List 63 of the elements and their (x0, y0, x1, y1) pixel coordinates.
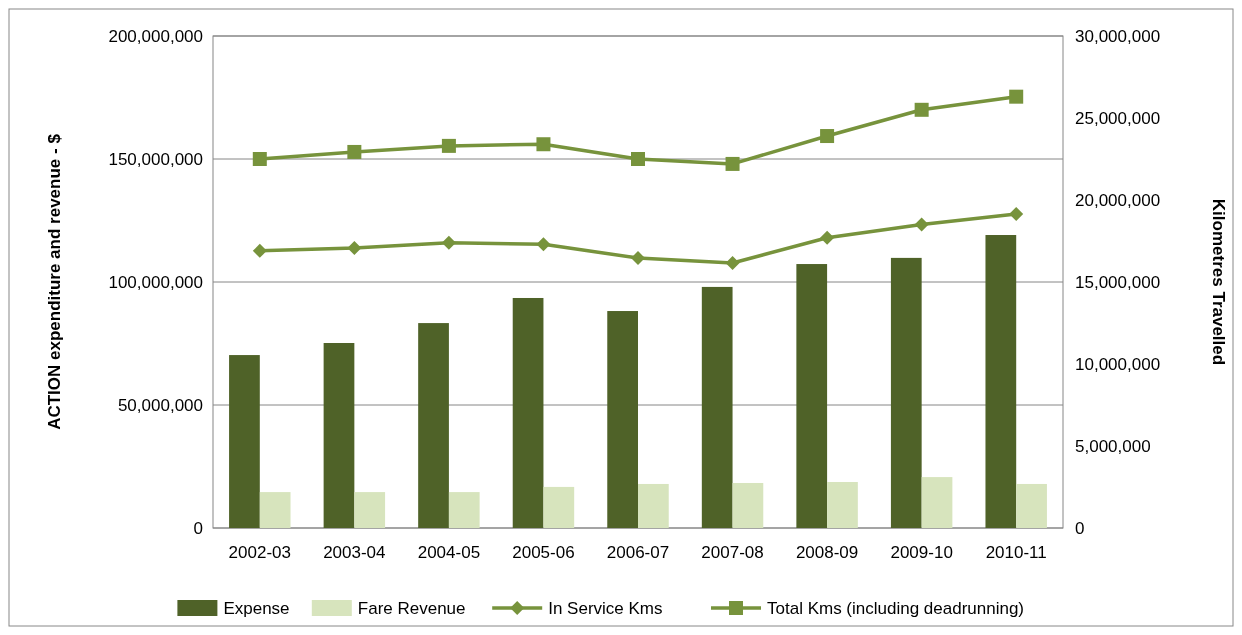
y-tick-label: 50,000,000 (117, 395, 203, 415)
point (631, 251, 645, 266)
bar (323, 343, 355, 528)
x-tick-label: 2008-09 (795, 543, 859, 562)
y2-tick-label: 5,000,000 (1075, 436, 1151, 456)
bar (701, 286, 733, 528)
point (536, 237, 551, 252)
bar (890, 257, 922, 528)
y2-tick-label: 15,000,000 (1075, 272, 1161, 292)
bar (638, 483, 669, 528)
x-tick-label: 2002-03 (228, 543, 291, 562)
bar (607, 311, 638, 528)
bar (418, 323, 449, 528)
bar (985, 235, 1017, 528)
x-tick-label: 2006-07 (606, 543, 670, 562)
bar (229, 355, 260, 528)
point (631, 152, 645, 166)
y2-tick-label: 0 (1075, 518, 1085, 538)
legend-label: Expense (223, 598, 290, 618)
x-tick-label: 2007-08 (701, 543, 764, 562)
y-axis-title: ACTION expenditure and revenue - $ (45, 133, 64, 430)
bar (512, 297, 544, 528)
point (820, 129, 835, 144)
bar (1016, 483, 1047, 528)
point (441, 138, 456, 153)
y-tick-label: 200,000,000 (108, 26, 203, 46)
bar (354, 492, 386, 528)
x-tick-label: 2004-05 (417, 543, 481, 562)
point (1009, 89, 1024, 104)
point (347, 144, 362, 159)
legend-label: In Service Kms (548, 598, 663, 618)
y2-axis-title: Kilometres Travelled (1209, 198, 1228, 366)
point (252, 243, 267, 258)
point (347, 241, 362, 256)
bar (448, 492, 480, 528)
point (725, 255, 740, 270)
y2-tick-label: 30,000,000 (1075, 26, 1161, 46)
bar (732, 482, 764, 528)
y2-tick-label: 20,000,000 (1075, 190, 1161, 210)
point (725, 156, 740, 171)
point (252, 152, 267, 166)
point (536, 137, 551, 152)
y2-tick-label: 10,000,000 (1075, 354, 1161, 374)
y2-tick-label: 25,000,000 (1075, 108, 1161, 128)
point (914, 102, 929, 117)
bar (921, 477, 953, 528)
point (441, 235, 456, 250)
bar (259, 492, 291, 528)
legend-label: Total Kms (including deadrunning) (767, 598, 1025, 618)
x-tick-label: 2010-11 (985, 543, 1047, 562)
x-tick-label: 2009-10 (890, 543, 953, 562)
y-tick-label: 150,000,000 (108, 149, 203, 169)
legend-label: Fare Revenue (357, 598, 466, 618)
y-tick-label: 0 (193, 518, 203, 538)
y-tick-label: 100,000,000 (108, 272, 203, 292)
bar (827, 482, 858, 528)
x-tick-label: 2005-06 (512, 543, 575, 562)
point (820, 230, 835, 245)
bar (796, 264, 828, 528)
point (914, 217, 929, 232)
bar (543, 486, 575, 528)
x-tick-label: 2003-04 (323, 543, 386, 562)
point (1009, 206, 1024, 221)
